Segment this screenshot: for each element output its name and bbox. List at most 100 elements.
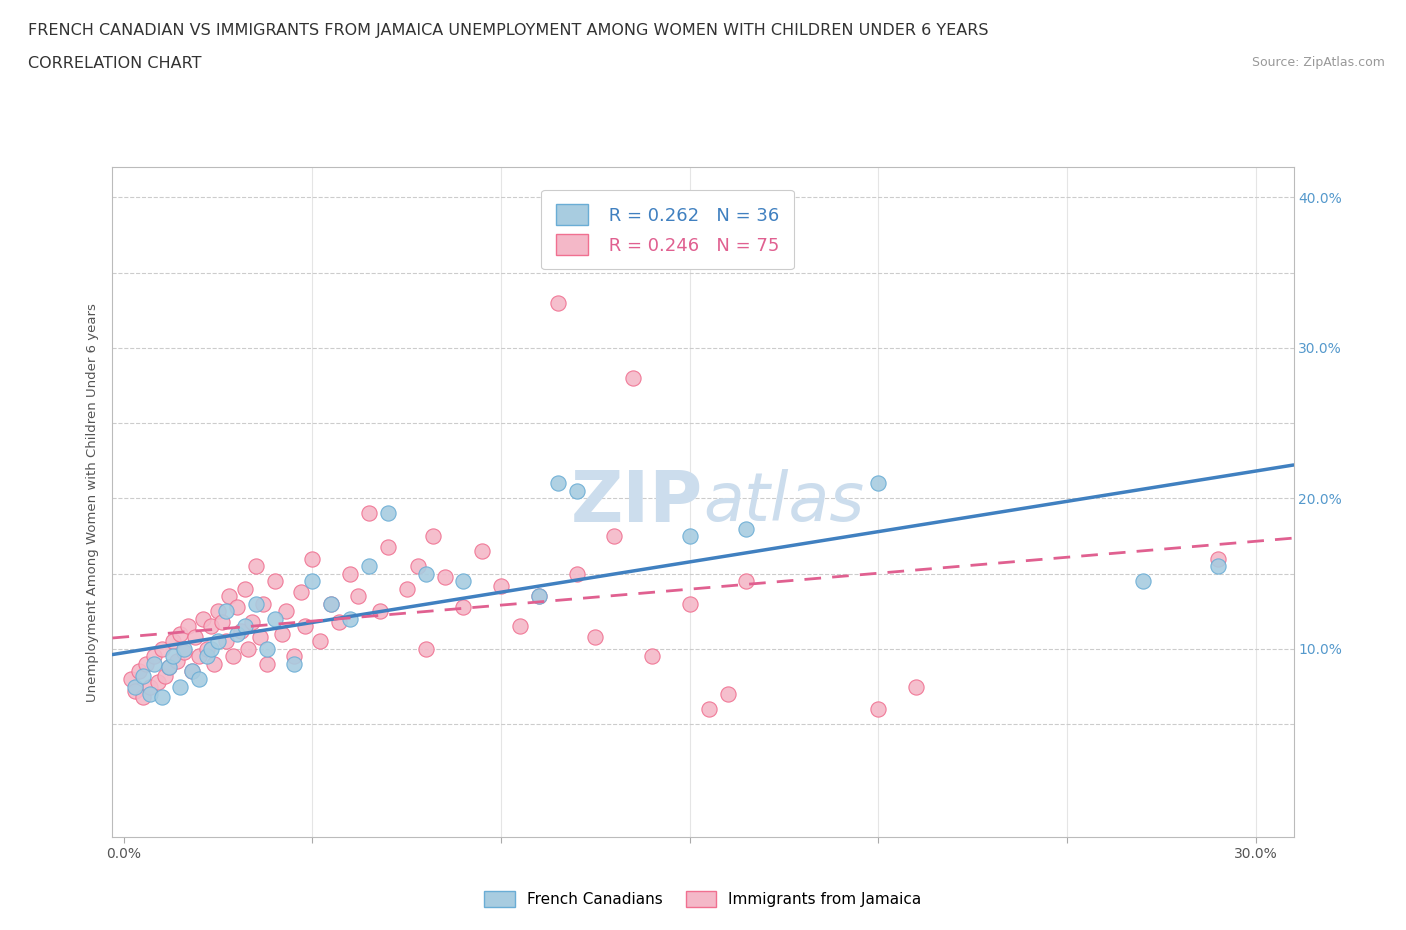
Point [200,618,222,633]
Point [309,634,332,649]
Point [565,566,588,581]
Point [207,634,229,649]
Point [565,484,588,498]
Point [603,528,626,543]
Point [226,627,249,642]
Point [415,566,437,581]
Point [433,569,456,584]
Point [527,589,550,604]
Point [641,649,664,664]
Y-axis label: Unemployment Among Women with Children Under 6 years: Unemployment Among Women with Children U… [86,303,100,701]
Point [290,584,312,599]
Point [207,604,229,618]
Point [150,642,173,657]
Point [679,596,702,611]
Point [150,690,173,705]
Point [120,671,142,686]
Point [131,690,153,705]
Point [274,604,297,618]
Point [157,659,180,674]
Point [233,581,256,596]
Text: FRENCH CANADIAN VS IMMIGRANTS FROM JAMAICA UNEMPLOYMENT AMONG WOMEN WITH CHILDRE: FRENCH CANADIAN VS IMMIGRANTS FROM JAMAI… [28,23,988,38]
Point [370,604,392,618]
Point [294,618,316,633]
Point [184,630,207,644]
Point [377,506,399,521]
Point [1206,559,1229,574]
Point [249,630,271,644]
Point [283,649,305,664]
Point [735,521,758,536]
Point [283,657,305,671]
Point [162,649,184,664]
Point [263,611,285,626]
Point [173,642,195,657]
Point [509,618,531,633]
Point [422,528,444,543]
Point [716,686,738,701]
Point [328,615,350,630]
Point [157,659,180,674]
Point [735,574,758,589]
Point [321,596,343,611]
Text: atlas: atlas [703,470,865,535]
Point [339,566,361,581]
Text: Source: ZipAtlas.com: Source: ZipAtlas.com [1251,56,1385,69]
Point [162,634,184,649]
Point [868,701,890,716]
Point [256,657,278,671]
Point [135,657,157,671]
Point [395,581,418,596]
Legend: French Canadians, Immigrants from Jamaica: French Canadians, Immigrants from Jamaic… [478,884,928,913]
Point [240,615,263,630]
Point [453,574,475,589]
Point [229,623,252,638]
Point [357,506,380,521]
Point [471,544,494,559]
Point [271,627,294,642]
Point [215,634,238,649]
Point [1206,551,1229,566]
Point [868,476,890,491]
Point [377,539,399,554]
Point [169,679,191,694]
Point [489,578,512,593]
Point [155,669,177,684]
Point [585,630,607,644]
Point [256,642,278,657]
Point [124,684,146,698]
Point [146,674,169,689]
Point [453,599,475,614]
Point [169,627,191,642]
Point [191,611,214,626]
Point [166,654,188,669]
Text: ZIP: ZIP [571,468,703,537]
Point [195,649,218,664]
Point [188,671,211,686]
Point [245,559,267,574]
Point [188,649,211,664]
Point [215,604,238,618]
Point [263,574,285,589]
Point [301,551,323,566]
Text: CORRELATION CHART: CORRELATION CHART [28,56,201,71]
Point [406,559,429,574]
Point [180,664,202,679]
Point [905,679,928,694]
Point [202,657,225,671]
Point [321,596,343,611]
Point [527,589,550,604]
Point [200,642,222,657]
Point [679,528,702,543]
Point [245,596,267,611]
Point [621,371,644,386]
Point [238,642,260,657]
Point [346,589,368,604]
Point [173,644,195,659]
Point [139,686,162,701]
Point [211,615,233,630]
Point [128,664,150,679]
Point [218,589,240,604]
Point [131,669,153,684]
Point [226,599,249,614]
